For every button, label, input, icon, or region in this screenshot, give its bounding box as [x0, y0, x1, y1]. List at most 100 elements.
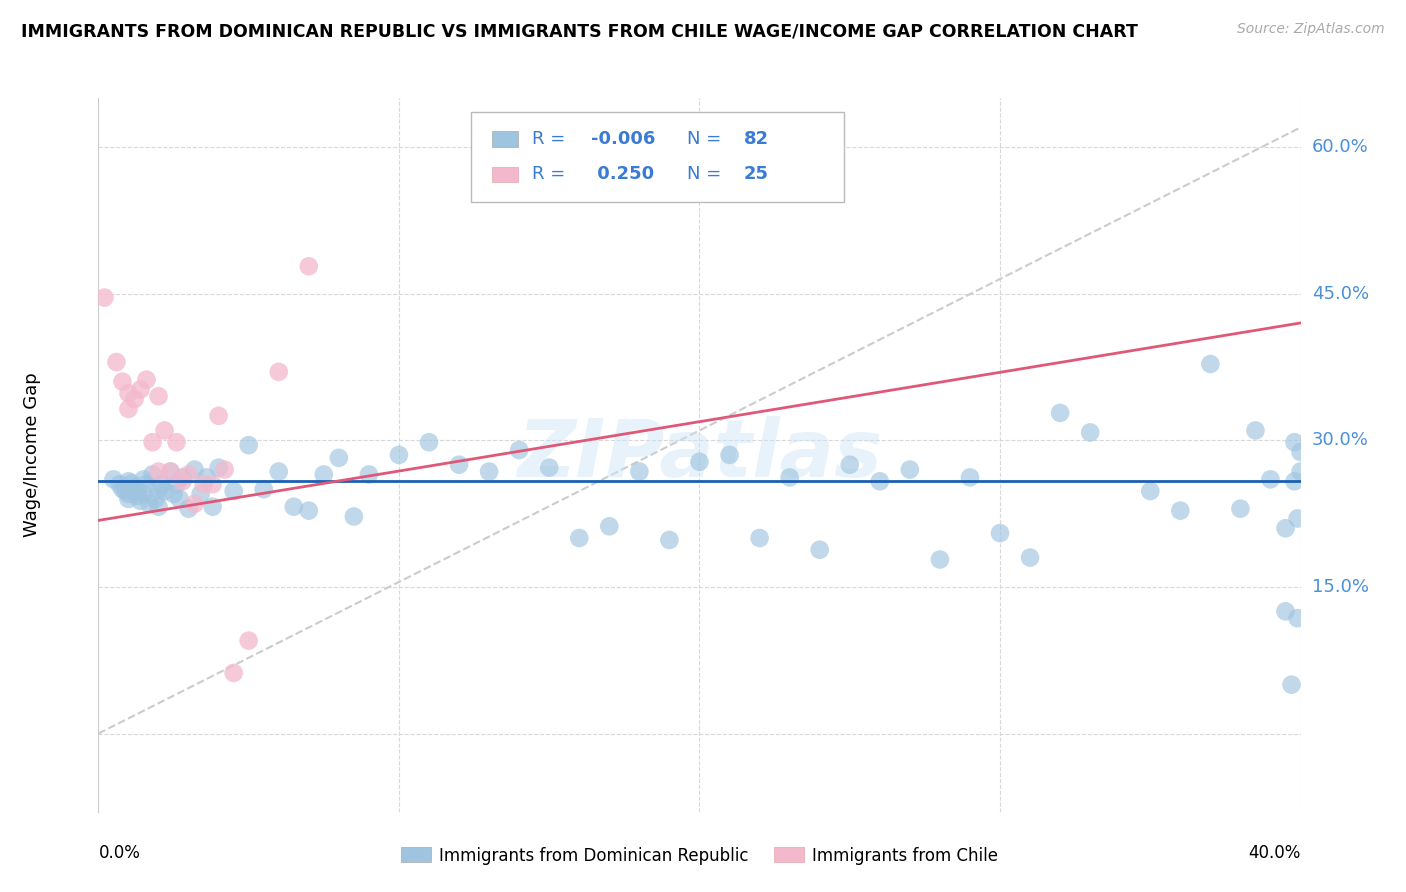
Point: [1244, 424, 1267, 438]
Point: [153, 424, 176, 438]
Point: [117, 487, 139, 501]
Point: [357, 467, 380, 482]
Point: [129, 383, 152, 397]
Point: [124, 480, 146, 494]
Point: [141, 467, 163, 482]
Text: N =: N =: [688, 166, 727, 184]
Point: [267, 365, 290, 379]
Point: [1289, 465, 1312, 479]
Point: [183, 462, 205, 476]
Text: 82: 82: [744, 130, 769, 148]
Point: [108, 477, 131, 491]
Point: [718, 448, 741, 462]
Point: [1274, 604, 1296, 618]
Point: [127, 484, 149, 499]
Point: [343, 509, 366, 524]
Point: [129, 494, 152, 508]
Point: [177, 467, 200, 482]
Point: [117, 401, 139, 416]
Point: [238, 438, 260, 452]
FancyBboxPatch shape: [471, 112, 844, 202]
Point: [688, 455, 710, 469]
Point: [124, 392, 146, 407]
Point: [121, 476, 143, 491]
Point: [111, 375, 134, 389]
Point: [208, 460, 231, 475]
Point: [658, 533, 681, 547]
Text: R =: R =: [533, 130, 571, 148]
Point: [132, 487, 155, 501]
Point: [135, 477, 157, 491]
Point: [117, 475, 139, 489]
Point: [127, 489, 149, 503]
Point: [114, 484, 136, 499]
Point: [159, 465, 181, 479]
Point: [538, 460, 561, 475]
Text: -0.006: -0.006: [592, 130, 655, 148]
Point: [117, 386, 139, 401]
Point: [1284, 435, 1306, 450]
Point: [1049, 406, 1071, 420]
Point: [166, 435, 188, 450]
Point: [267, 465, 290, 479]
Point: [183, 497, 205, 511]
Text: 45.0%: 45.0%: [1312, 285, 1369, 302]
Text: 0.0%: 0.0%: [98, 844, 141, 862]
Point: [869, 475, 891, 489]
Text: N =: N =: [688, 130, 727, 148]
Point: [838, 458, 860, 472]
Point: [598, 519, 620, 533]
Point: [1139, 484, 1161, 499]
Point: [1274, 521, 1296, 535]
Point: [148, 482, 170, 496]
Point: [105, 355, 128, 369]
Point: [222, 665, 245, 680]
Point: [148, 500, 170, 514]
Point: [138, 497, 160, 511]
Point: [1260, 472, 1282, 486]
Point: [628, 465, 651, 479]
Point: [238, 633, 260, 648]
Point: [328, 450, 350, 465]
Point: [1281, 678, 1303, 692]
Point: [132, 472, 155, 486]
Point: [162, 487, 184, 501]
Point: [253, 482, 276, 496]
Text: R =: R =: [533, 166, 571, 184]
Point: [508, 443, 530, 458]
Point: [111, 482, 134, 496]
Point: [1170, 503, 1192, 517]
Point: [159, 465, 181, 479]
Point: [172, 475, 194, 489]
Point: [1019, 550, 1042, 565]
Point: [388, 448, 411, 462]
Legend: Immigrants from Dominican Republic, Immigrants from Chile: Immigrants from Dominican Republic, Immi…: [394, 840, 1005, 871]
Text: 0.250: 0.250: [592, 166, 654, 184]
Point: [193, 477, 215, 491]
Point: [298, 259, 321, 273]
Point: [779, 470, 801, 484]
Point: [145, 491, 167, 506]
Text: 25: 25: [744, 166, 769, 184]
Point: [169, 491, 191, 506]
Point: [1199, 357, 1222, 371]
Text: 40.0%: 40.0%: [1249, 844, 1301, 862]
Text: IMMIGRANTS FROM DOMINICAN REPUBLIC VS IMMIGRANTS FROM CHILE WAGE/INCOME GAP CORR: IMMIGRANTS FROM DOMINICAN REPUBLIC VS IM…: [21, 22, 1137, 40]
Point: [222, 484, 245, 499]
Point: [141, 435, 163, 450]
Point: [1289, 445, 1312, 459]
Point: [201, 477, 224, 491]
Point: [748, 531, 770, 545]
Point: [166, 477, 188, 491]
Point: [208, 409, 231, 423]
Point: [283, 500, 305, 514]
Point: [153, 484, 176, 499]
Point: [898, 462, 921, 476]
Point: [929, 552, 952, 566]
FancyBboxPatch shape: [492, 131, 517, 146]
Point: [1284, 475, 1306, 489]
Point: [418, 435, 440, 450]
Point: [195, 470, 218, 484]
Point: [148, 389, 170, 403]
Point: [93, 291, 115, 305]
